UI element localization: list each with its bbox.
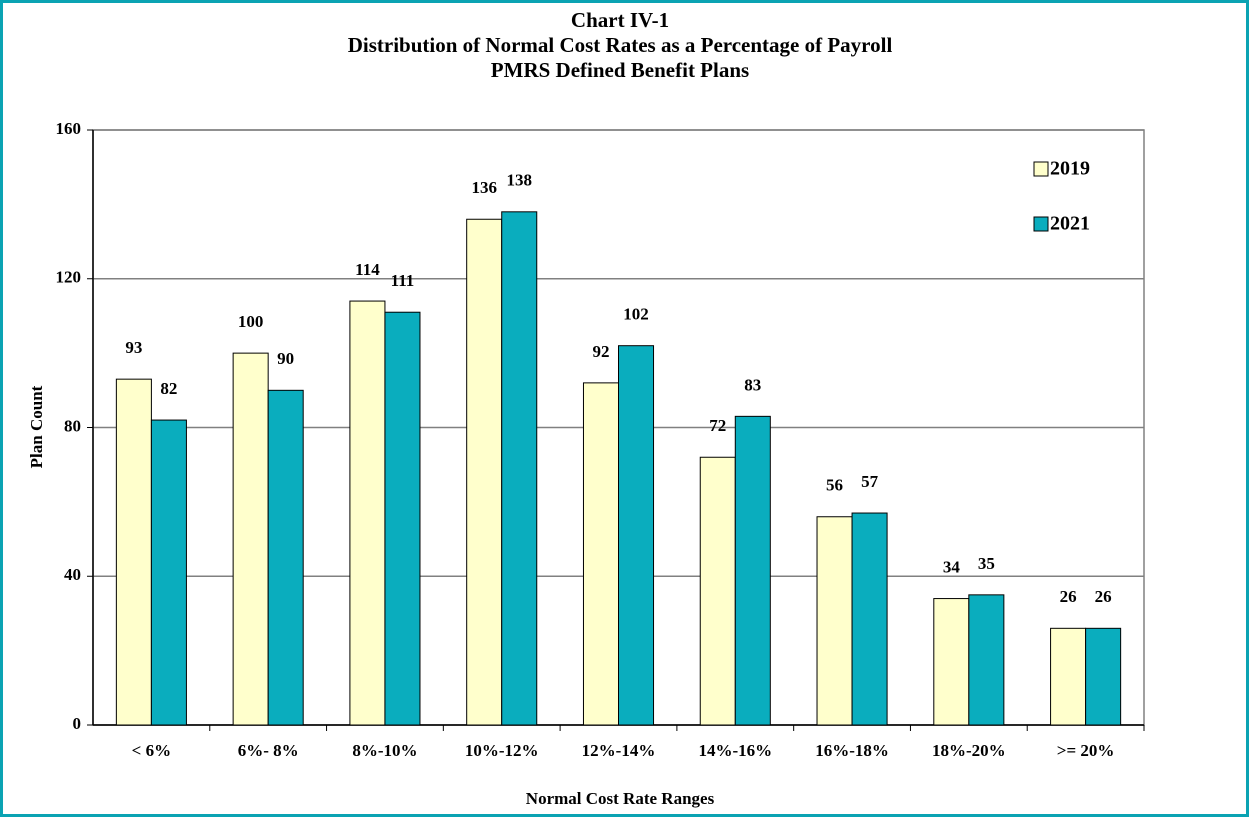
x-axis-label: Normal Cost Rate Ranges [526, 789, 715, 808]
data-label: 82 [160, 379, 177, 398]
data-label: 26 [1095, 587, 1112, 606]
bar [1085, 627, 1122, 726]
y-tick-label: 40 [64, 565, 81, 584]
bar [582, 382, 620, 726]
data-label: 92 [592, 342, 609, 361]
bar [150, 419, 187, 726]
x-tick-label: < 6% [132, 741, 171, 760]
bar [734, 415, 771, 726]
data-label: 34 [943, 557, 961, 576]
bar [699, 456, 736, 726]
data-label: 102 [623, 305, 649, 324]
chart-title: Chart IV-1 [571, 8, 669, 32]
bar [115, 378, 152, 726]
bar [384, 311, 421, 726]
x-tick-label: 8%-10% [352, 741, 417, 760]
y-tick-label: 160 [56, 119, 82, 138]
data-label: 90 [277, 349, 294, 368]
data-label: 100 [238, 312, 264, 331]
bar [349, 300, 386, 726]
x-tick-label: 10%-12% [465, 741, 539, 760]
legend-label: 2021 [1050, 213, 1090, 235]
x-tick-label: 14%-16% [698, 741, 772, 760]
bar [968, 594, 1005, 726]
data-label: 93 [125, 338, 142, 357]
data-label: 26 [1060, 587, 1077, 606]
bar [267, 389, 304, 726]
legend-label: 2019 [1050, 158, 1090, 180]
bar [232, 352, 269, 726]
data-label: 136 [471, 178, 497, 197]
y-tick-label: 80 [64, 416, 81, 435]
legend-swatch [1033, 161, 1049, 177]
x-tick-label: 6%- 8% [238, 741, 299, 760]
bar [618, 345, 655, 726]
bar [851, 512, 888, 726]
chart-title: Distribution of Normal Cost Rates as a P… [348, 33, 893, 57]
x-tick-label: 16%-18% [815, 741, 889, 760]
bar [816, 516, 853, 726]
data-label: 56 [826, 476, 843, 495]
x-tick-label: 18%-20% [932, 741, 1006, 760]
chart-title: PMRS Defined Benefit Plans [491, 58, 749, 82]
legend-swatch [1033, 216, 1049, 232]
data-label: 138 [506, 171, 532, 190]
data-label: 35 [978, 554, 995, 573]
y-tick-label: 0 [73, 714, 82, 733]
bar [1050, 627, 1087, 726]
data-label: 83 [744, 375, 761, 394]
bar [466, 218, 503, 726]
x-tick-label: 12%-14% [582, 741, 656, 760]
bar [501, 211, 538, 726]
data-label: 72 [709, 416, 726, 435]
x-tick-label: >= 20% [1057, 741, 1115, 760]
y-tick-label: 120 [56, 268, 82, 287]
y-axis-label: Plan Count [27, 385, 46, 468]
data-label: 57 [861, 472, 879, 491]
data-label: 114 [355, 260, 380, 279]
bar [933, 598, 970, 726]
data-label: 111 [391, 271, 415, 290]
